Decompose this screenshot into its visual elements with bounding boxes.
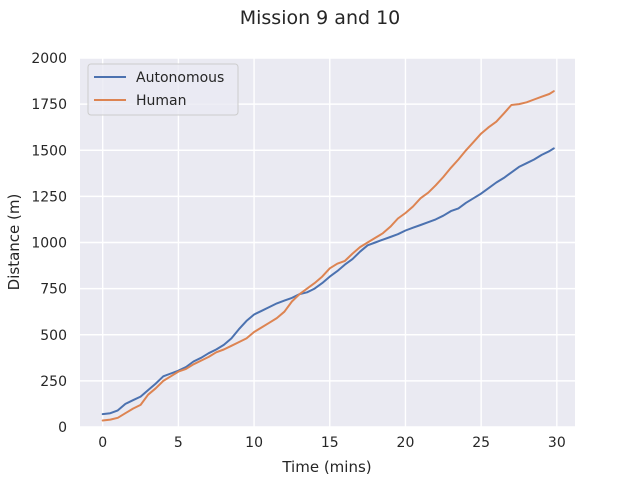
x-tick-labels: 0 5 10 15 20 25 30: [98, 435, 566, 451]
x-tick-label: 10: [245, 435, 263, 451]
series-layer: [101, 90, 555, 422]
legend-label-autonomous: Autonomous: [136, 70, 224, 86]
x-axis-label: Time (mins): [281, 458, 371, 476]
y-tick-label: 1000: [31, 236, 67, 252]
y-tick-label: 500: [40, 328, 67, 344]
chart-title: Mission 9 and 10: [240, 7, 401, 29]
y-axis-label: Distance (m): [5, 194, 23, 291]
y-tick-label: 250: [40, 374, 67, 390]
x-tick-label: 5: [174, 435, 183, 451]
y-tick-label: 750: [40, 282, 67, 298]
y-tick-label: 1750: [31, 97, 67, 113]
y-tick-label: 2000: [31, 51, 67, 67]
x-tick-label: 30: [548, 435, 566, 451]
y-tick-label: 1250: [31, 189, 67, 205]
legend: Autonomous Human: [87, 63, 239, 116]
x-tick-label: 15: [321, 435, 339, 451]
y-tick-labels: 0 250 500 750 1000 1250 1500 1750 2000: [31, 51, 67, 436]
series-line-human: [101, 90, 555, 422]
x-tick-label: 25: [472, 435, 490, 451]
y-tick-label: 1500: [31, 143, 67, 159]
y-tick-label: 0: [58, 420, 67, 436]
legend-label-human: Human: [136, 93, 187, 109]
x-tick-label: 0: [98, 435, 107, 451]
x-tick-label: 20: [397, 435, 415, 451]
